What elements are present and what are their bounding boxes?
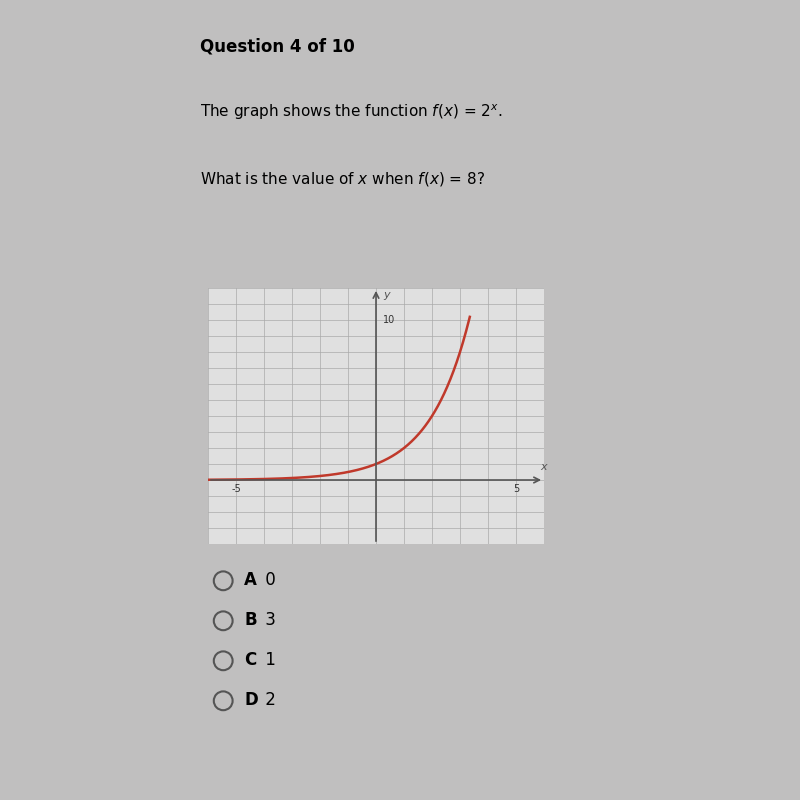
Text: 5: 5 (513, 484, 519, 494)
Text: What is the value of $\it{x}$ when $\it{f}$($\it{x}$) = 8?: What is the value of $\it{x}$ when $\it{… (200, 170, 485, 188)
Text: C: C (244, 651, 256, 669)
Text: y: y (383, 290, 390, 300)
Text: A: A (244, 571, 257, 589)
Text: The graph shows the function $\it{f}$($\it{x}$) = 2$^x$.: The graph shows the function $\it{f}$($\… (200, 102, 502, 122)
Text: B: B (244, 611, 257, 629)
Text: x: x (540, 462, 546, 472)
Text: -5: -5 (231, 484, 241, 494)
Text: 1: 1 (260, 651, 276, 669)
Text: 2: 2 (260, 691, 276, 709)
Text: 3: 3 (260, 611, 276, 629)
Text: 0: 0 (260, 571, 276, 589)
Text: Question 4 of 10: Question 4 of 10 (200, 38, 354, 56)
Text: 10: 10 (383, 315, 395, 325)
Text: D: D (244, 691, 258, 709)
